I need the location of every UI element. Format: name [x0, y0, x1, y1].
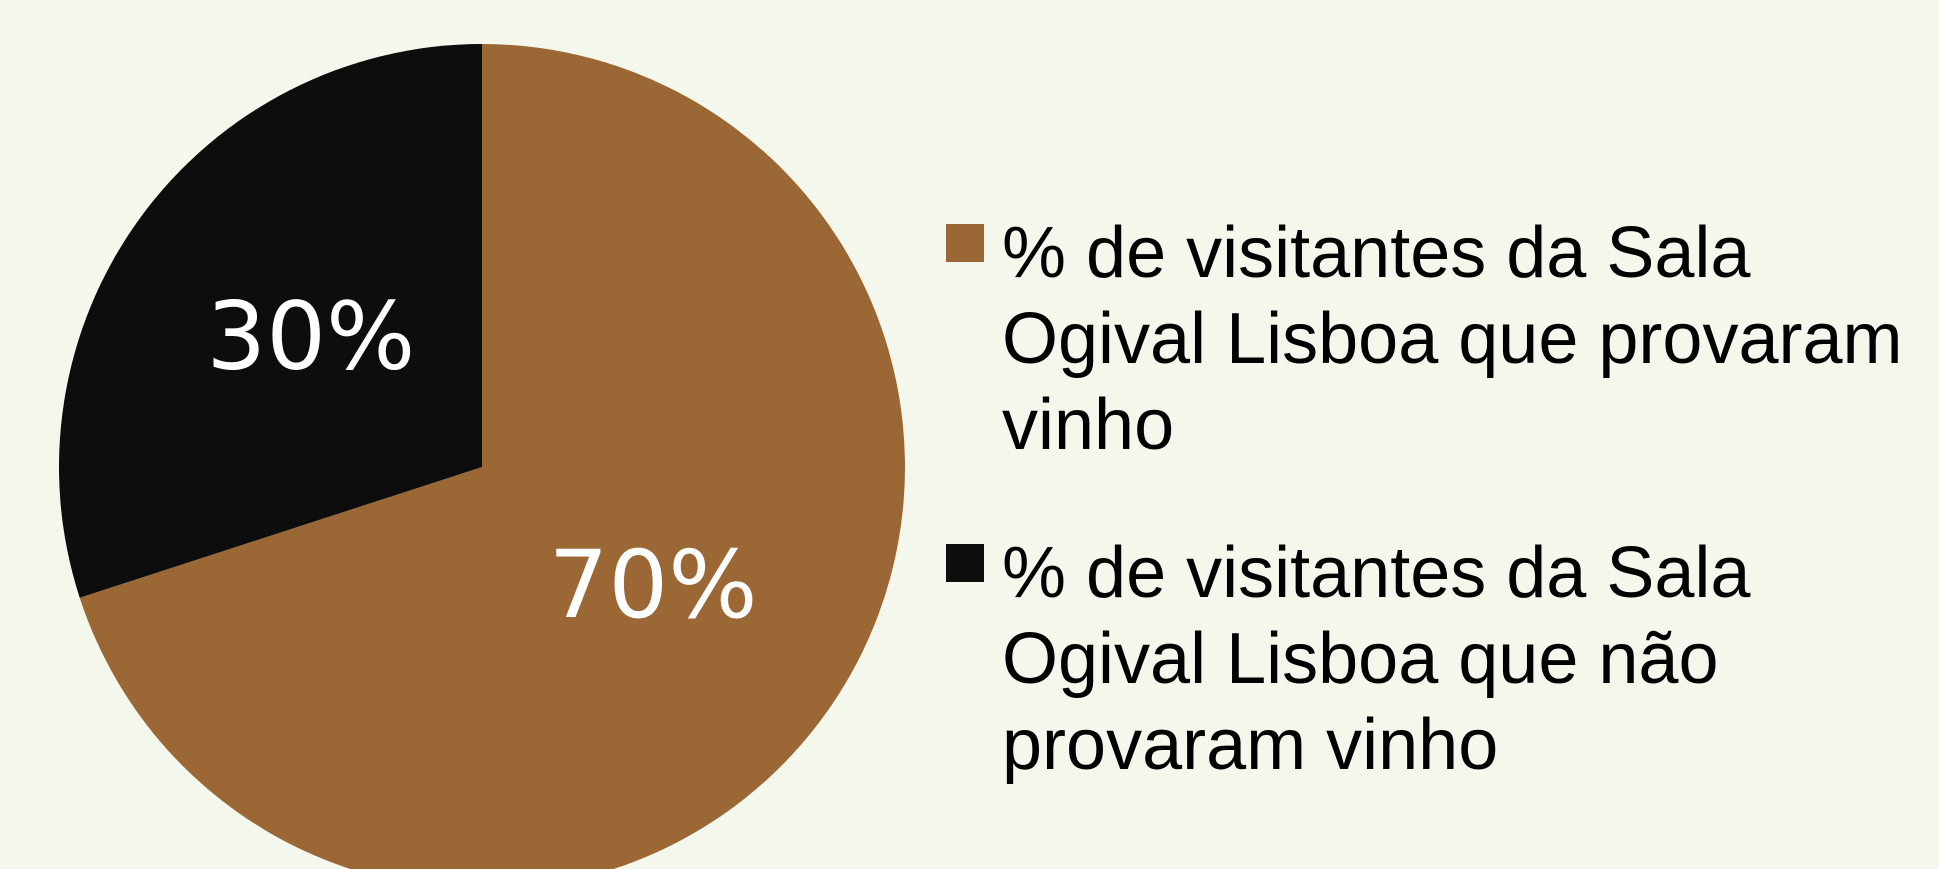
data-label: 70% — [549, 531, 758, 640]
pie-slice — [58, 44, 483, 598]
pie-slice — [79, 44, 905, 869]
legend-label: % de visitantes da Sala Ogival Lisboa qu… — [1002, 213, 1903, 465]
legend-swatch — [946, 224, 984, 262]
data-label: 30% — [206, 283, 415, 392]
legend-swatch — [946, 544, 984, 582]
legend-label: % de visitantes da Sala Ogival Lisboa qu… — [1002, 533, 1751, 785]
